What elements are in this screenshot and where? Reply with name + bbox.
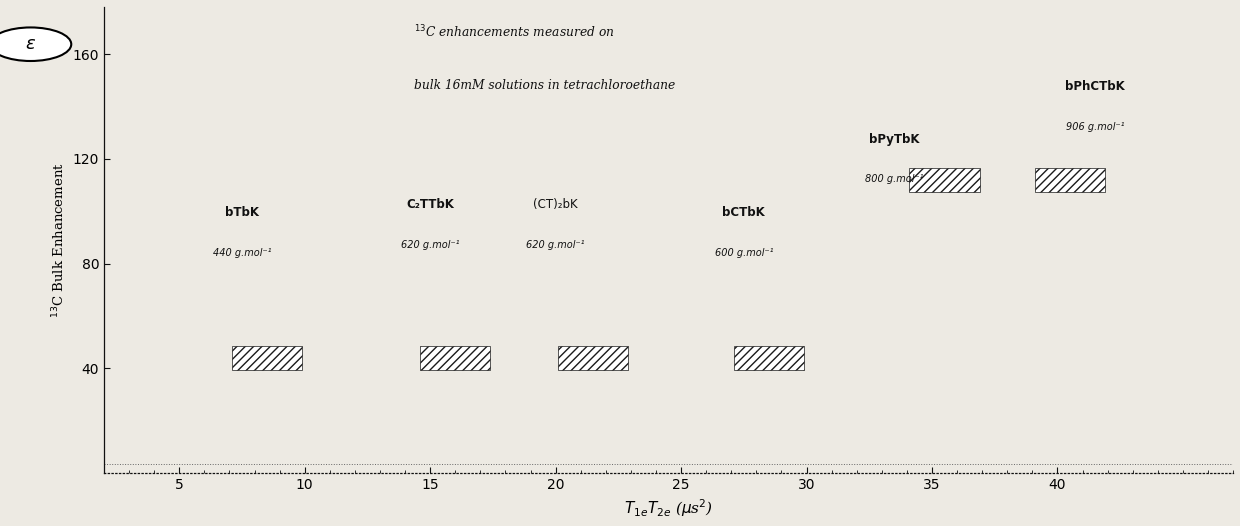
Y-axis label: $^{13}$C Bulk Enhancement: $^{13}$C Bulk Enhancement bbox=[51, 162, 67, 318]
X-axis label: $T_{1e}T_{2e}$ ($\mu$s$^2$): $T_{1e}T_{2e}$ ($\mu$s$^2$) bbox=[624, 498, 713, 519]
Text: 620 g.mol⁻¹: 620 g.mol⁻¹ bbox=[526, 240, 585, 250]
Text: bPyTbK: bPyTbK bbox=[869, 133, 920, 146]
Text: $^{13}$C enhancements measured on: $^{13}$C enhancements measured on bbox=[414, 23, 615, 40]
Text: $\varepsilon$: $\varepsilon$ bbox=[25, 35, 36, 53]
Bar bbox=[558, 346, 629, 370]
Bar bbox=[1035, 168, 1105, 191]
Text: (CT)₂bK: (CT)₂bK bbox=[533, 198, 578, 211]
Text: 906 g.mol⁻¹: 906 g.mol⁻¹ bbox=[1066, 122, 1125, 132]
Text: bTbK: bTbK bbox=[224, 206, 259, 219]
Text: 440 g.mol⁻¹: 440 g.mol⁻¹ bbox=[213, 248, 272, 258]
Bar bbox=[909, 168, 980, 191]
Circle shape bbox=[0, 27, 71, 61]
Text: 800 g.mol⁻¹: 800 g.mol⁻¹ bbox=[866, 175, 924, 185]
Text: bCTbK: bCTbK bbox=[723, 206, 765, 219]
Bar bbox=[232, 346, 303, 370]
Text: C₂TTbK: C₂TTbK bbox=[407, 198, 454, 211]
Bar bbox=[420, 346, 490, 370]
Text: bPhCTbK: bPhCTbK bbox=[1065, 80, 1125, 93]
Text: bulk 16mM solutions in tetrachloroethane: bulk 16mM solutions in tetrachloroethane bbox=[414, 79, 676, 92]
Text: 600 g.mol⁻¹: 600 g.mol⁻¹ bbox=[714, 248, 773, 258]
Text: 620 g.mol⁻¹: 620 g.mol⁻¹ bbox=[401, 240, 460, 250]
Bar bbox=[734, 346, 804, 370]
